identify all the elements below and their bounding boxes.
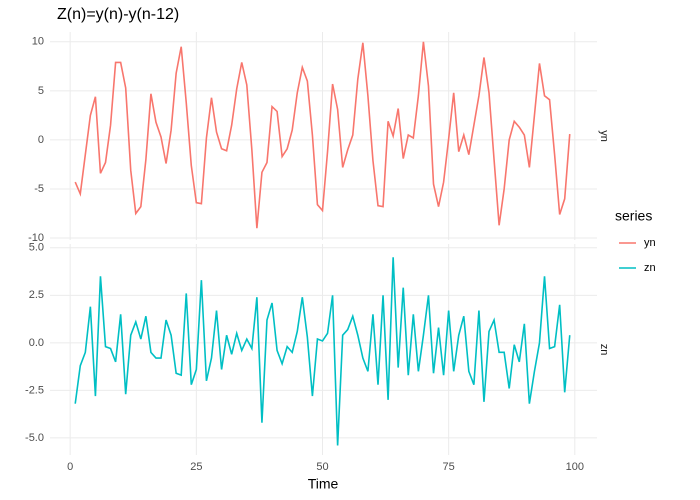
y-tick-label: 0.0 <box>29 337 44 349</box>
chart-title: Z(n)=y(n)-y(n-12) <box>57 6 179 23</box>
series-line <box>74 41 571 229</box>
x-tick-label: 50 <box>316 461 328 473</box>
legend-label: zn <box>644 262 656 274</box>
y-tick-label: -5.0 <box>25 432 44 444</box>
y-tick-label: 2.5 <box>29 289 44 301</box>
y-tick-label: 10 <box>32 36 44 48</box>
y-tick-label: 0 <box>38 134 44 146</box>
y-tick-label: -2.5 <box>25 384 44 396</box>
y-tick-label: 5 <box>38 85 44 97</box>
y-tick-label: 5.0 <box>29 242 44 254</box>
y-tick-label: -10 <box>28 232 44 244</box>
y-tick-label: -5 <box>34 183 44 195</box>
x-axis-label: Time <box>308 476 339 492</box>
strip-label: zn <box>598 344 610 356</box>
strip-label: yn <box>598 130 610 142</box>
x-tick-label: 100 <box>566 461 584 473</box>
legend-title: series <box>615 208 652 224</box>
series-line <box>74 257 571 446</box>
x-tick-label: 75 <box>443 461 455 473</box>
legend-label: yn <box>644 237 656 249</box>
x-tick-label: 25 <box>190 461 202 473</box>
x-tick-label: 0 <box>67 461 73 473</box>
